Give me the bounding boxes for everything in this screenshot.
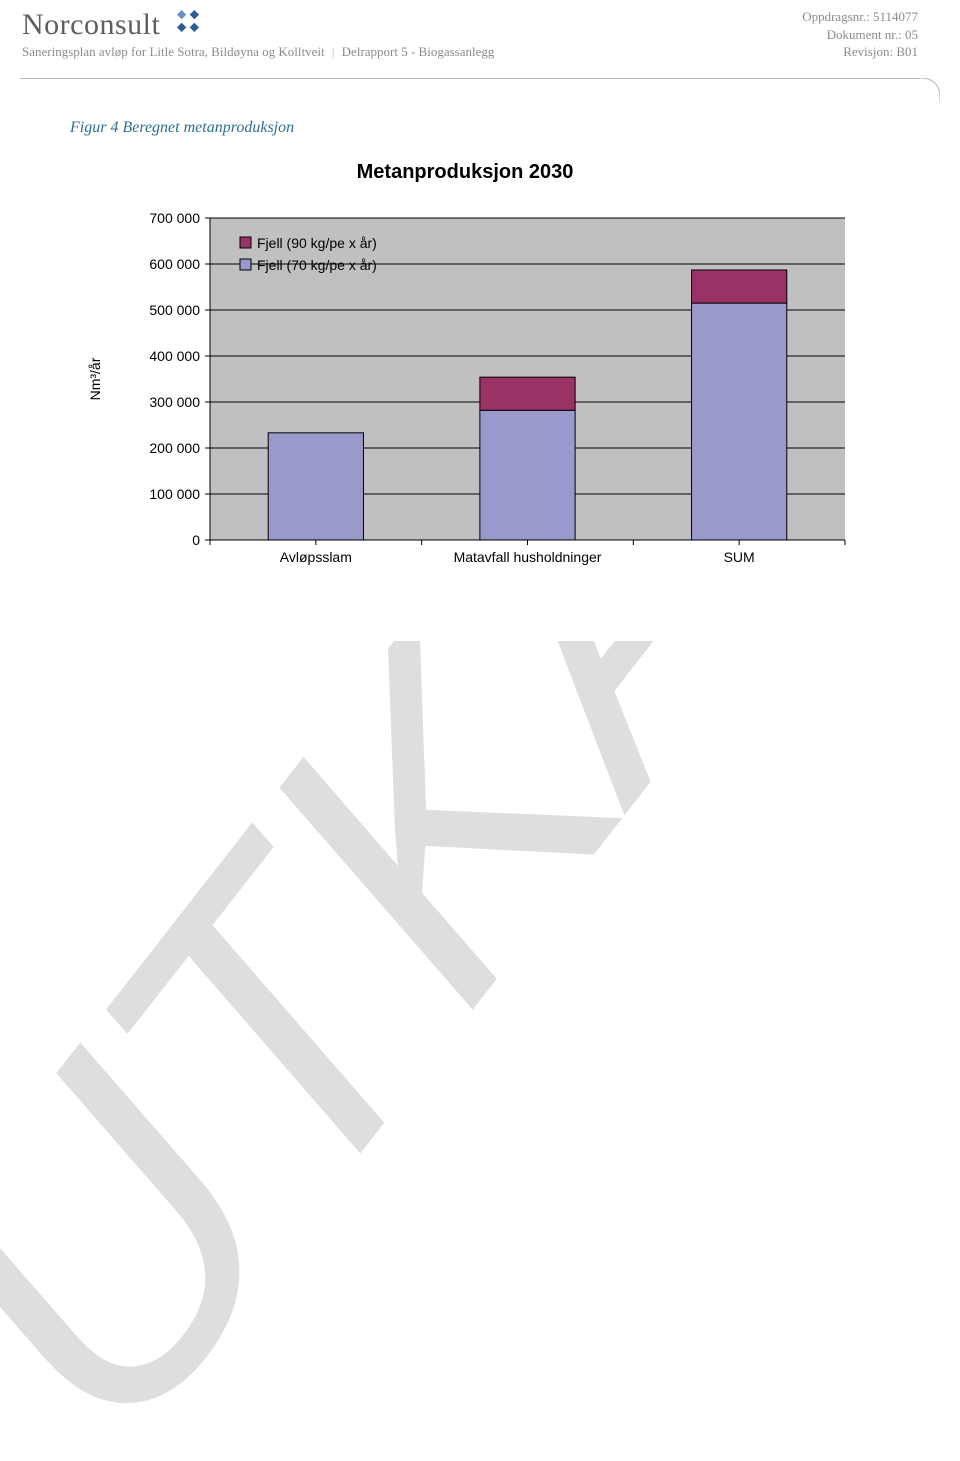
svg-text:UTKAST: UTKAST bbox=[0, 641, 960, 1461]
stacked-bar-chart: 0 100 000 200 000 300 000 400 000 500 000 600 … bbox=[70, 210, 860, 580]
svg-text:0: 0 bbox=[192, 532, 200, 548]
watermark: UTKAST bbox=[0, 641, 960, 1461]
svg-text:100 000: 100 000 bbox=[149, 486, 200, 502]
meta-dokument: Dokument nr.: 05 bbox=[802, 26, 918, 44]
header-corner bbox=[916, 78, 940, 102]
subtitle-separator: | bbox=[332, 44, 335, 59]
header-divider bbox=[20, 78, 920, 79]
svg-text:600 000: 600 000 bbox=[149, 256, 200, 272]
chart-title: Metanproduksjon 2030 bbox=[70, 161, 860, 184]
figure-caption: Figur 4 Beregnet metanproduksjon bbox=[70, 119, 960, 137]
svg-text:300 000: 300 000 bbox=[149, 394, 200, 410]
svg-text:Nm³/år: Nm³/år bbox=[87, 357, 103, 400]
svg-text:Avløpsslam: Avløpsslam bbox=[280, 549, 352, 565]
subtitle-right: Delrapport 5 - Biogassanlegg bbox=[342, 44, 495, 59]
header-meta: Oppdragsnr.: 5114077 Dokument nr.: 05 Re… bbox=[802, 8, 918, 61]
svg-text:400 000: 400 000 bbox=[149, 348, 200, 364]
chart-container: Metanproduksjon 2030 0 100 000 200 000 300 … bbox=[70, 161, 860, 580]
svg-text:700 000: 700 000 bbox=[149, 210, 200, 226]
svg-text:Matavfall husholdninger: Matavfall husholdninger bbox=[454, 549, 602, 565]
subtitle-left: Saneringsplan avløp for Litle Sotra, Bil… bbox=[22, 44, 325, 59]
svg-text:SUM: SUM bbox=[724, 549, 755, 565]
svg-text:Fjell (90 kg/pe x år): Fjell (90 kg/pe x år) bbox=[257, 235, 377, 251]
header-left: Norconsult Saneringsplan avløp for Litle… bbox=[22, 8, 494, 60]
svg-text:Fjell (70 kg/pe x år): Fjell (70 kg/pe x år) bbox=[257, 257, 377, 273]
document-subtitle: Saneringsplan avløp for Litle Sotra, Bil… bbox=[22, 44, 494, 60]
brand-logo-icon bbox=[171, 6, 205, 41]
meta-revisjon: Revisjon: B01 bbox=[802, 43, 918, 61]
meta-oppdrag: Oppdragsnr.: 5114077 bbox=[802, 8, 918, 26]
brand-name: Norconsult bbox=[22, 8, 160, 42]
svg-text:200 000: 200 000 bbox=[149, 440, 200, 456]
page-header: Norconsult Saneringsplan avløp for Litle… bbox=[0, 0, 960, 61]
svg-text:500 000: 500 000 bbox=[149, 302, 200, 318]
